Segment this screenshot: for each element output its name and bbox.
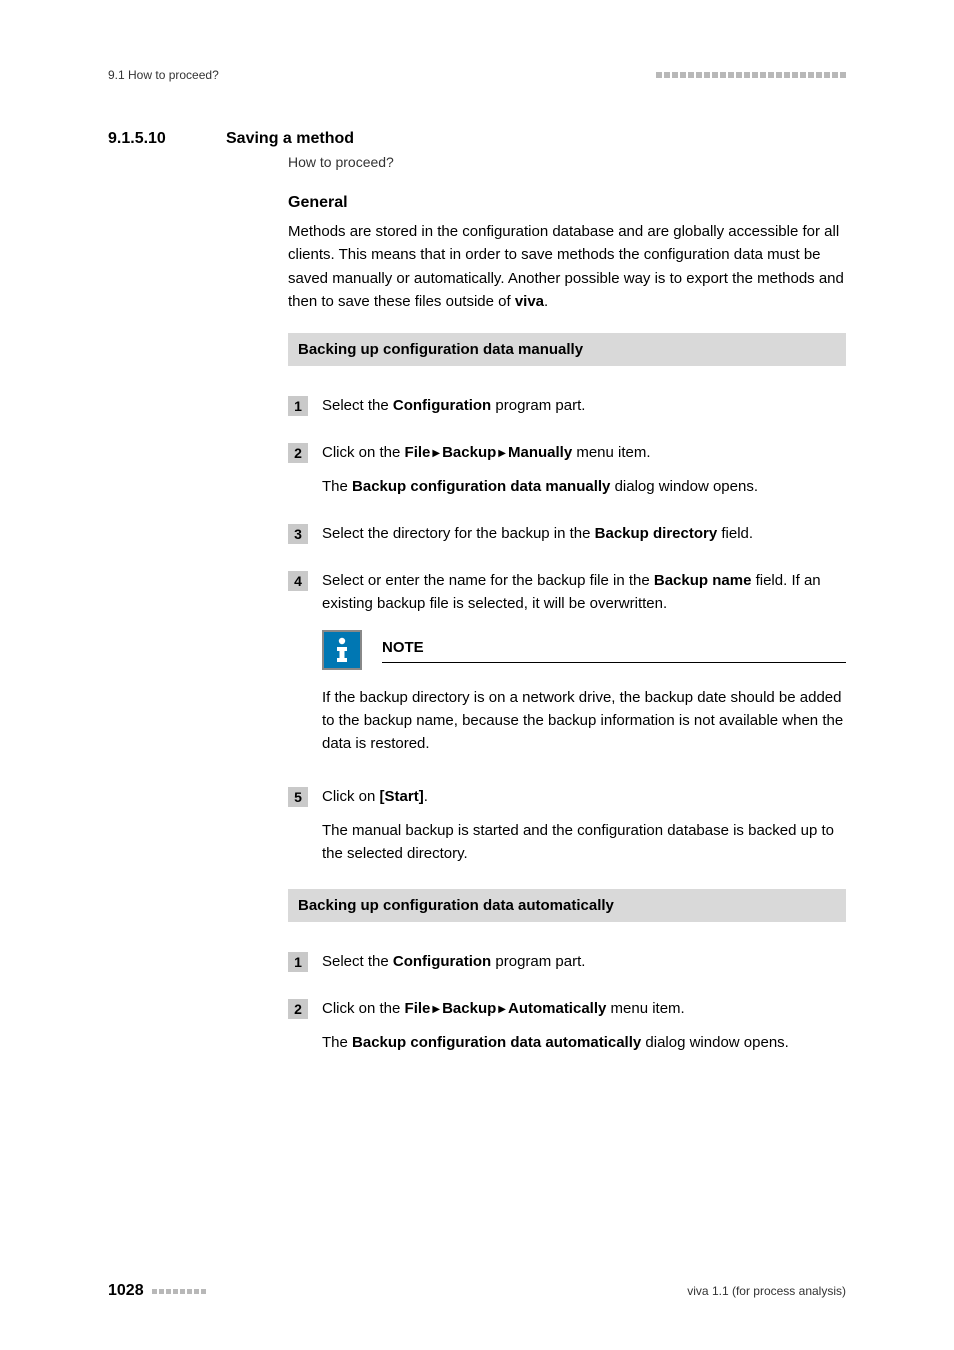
note-text: If the backup directory is on a network …: [322, 686, 846, 756]
main-content: General Methods are stored in the config…: [288, 194, 846, 1054]
step-body: Select the directory for the backup in t…: [322, 522, 846, 545]
note-title: NOTE: [382, 636, 846, 663]
step-body: Select or enter the name for the backup …: [322, 569, 846, 761]
step-body: Click on the File▶Backup▶Manually menu i…: [322, 441, 846, 498]
footer-left: 1028: [108, 1282, 206, 1300]
step-text: Click on the: [322, 1000, 405, 1017]
auto-step-1: 1 Select the Configuration program part.: [288, 950, 846, 973]
step-number: 4: [288, 571, 308, 591]
step-bold: Manually: [508, 444, 572, 461]
step-text: .: [424, 788, 428, 805]
page-header: 9.1 How to proceed?: [108, 68, 846, 82]
step-body: Select the Configuration program part.: [322, 950, 846, 973]
step-number: 3: [288, 524, 308, 544]
footer-decoration: [152, 1289, 206, 1294]
triangle-icon: ▶: [498, 1002, 506, 1018]
header-decoration: [656, 72, 846, 78]
manual-step-3: 3 Select the directory for the backup in…: [288, 522, 846, 545]
manual-step-2: 2 Click on the File▶Backup▶Manually menu…: [288, 441, 846, 498]
note-header: NOTE: [322, 630, 846, 670]
step-number: 1: [288, 396, 308, 416]
step-body: Select the Configuration program part.: [322, 394, 846, 417]
step-text: dialog window opens.: [641, 1034, 789, 1051]
general-paragraph: Methods are stored in the configuration …: [288, 220, 846, 313]
step-bold: Configuration: [393, 397, 491, 414]
step-bold: File: [405, 1000, 431, 1017]
auto-step-2: 2 Click on the File▶Backup▶Automatically…: [288, 997, 846, 1054]
step-text: program part.: [491, 397, 585, 414]
header-left-text: 9.1 How to proceed?: [108, 68, 219, 82]
manual-step-5: 5 Click on [Start]. The manual backup is…: [288, 785, 846, 865]
step-text: Select or enter the name for the backup …: [322, 572, 654, 589]
section-subtitle: How to proceed?: [288, 154, 846, 170]
manual-step-1: 1 Select the Configuration program part.: [288, 394, 846, 417]
step-bold: Automatically: [508, 1000, 606, 1017]
step-text: Select the: [322, 397, 393, 414]
general-text-prefix: Methods are stored in the configuration …: [288, 223, 844, 310]
page-number: 1028: [108, 1282, 144, 1300]
manual-backup-heading: Backing up configuration data manually: [288, 333, 846, 366]
step-text: Select the: [322, 953, 393, 970]
step-bold: File: [405, 444, 431, 461]
step-text: dialog window opens.: [610, 478, 758, 495]
step-bold: Backup directory: [595, 525, 718, 542]
general-text-suffix: .: [544, 293, 548, 310]
step-text: The: [322, 1034, 352, 1051]
step-bold: Backup: [442, 1000, 496, 1017]
page-content: 9.1 How to proceed? 9.1.5.10 Saving a me…: [0, 0, 954, 1054]
triangle-icon: ▶: [432, 446, 440, 462]
step-number: 2: [288, 443, 308, 463]
step-text: field.: [717, 525, 753, 542]
step-text: menu item.: [572, 444, 650, 461]
note-block: NOTE If the backup directory is on a net…: [322, 630, 846, 756]
step-text: Click on the: [322, 444, 405, 461]
page-footer: 1028 viva 1.1 (for process analysis): [108, 1282, 846, 1300]
step-text: The manual backup is started and the con…: [322, 819, 846, 866]
section-heading-row: 9.1.5.10 Saving a method: [108, 130, 846, 148]
step-body: Click on the File▶Backup▶Automatically m…: [322, 997, 846, 1054]
general-heading: General: [288, 194, 846, 212]
section-title: Saving a method: [226, 130, 354, 148]
step-text: Click on: [322, 788, 380, 805]
step-text: Select the directory for the backup in t…: [322, 525, 595, 542]
step-text: The: [322, 478, 352, 495]
step-bold: Backup: [442, 444, 496, 461]
step-text: menu item.: [606, 1000, 684, 1017]
step-number: 5: [288, 787, 308, 807]
footer-right-text: viva 1.1 (for process analysis): [687, 1284, 846, 1298]
step-text: program part.: [491, 953, 585, 970]
step-number: 2: [288, 999, 308, 1019]
general-text-bold: viva: [515, 293, 544, 310]
note-title-wrap: NOTE: [382, 636, 846, 663]
step-bold: Backup name: [654, 572, 752, 589]
info-icon: [322, 630, 362, 670]
manual-step-4: 4 Select or enter the name for the backu…: [288, 569, 846, 761]
section-number: 9.1.5.10: [108, 130, 226, 148]
step-bold: [Start]: [380, 788, 424, 805]
triangle-icon: ▶: [432, 1002, 440, 1018]
step-number: 1: [288, 952, 308, 972]
step-bold: Backup configuration data manually: [352, 478, 610, 495]
step-bold: Configuration: [393, 953, 491, 970]
triangle-icon: ▶: [498, 446, 506, 462]
step-body: Click on [Start]. The manual backup is s…: [322, 785, 846, 865]
step-bold: Backup configuration data automatically: [352, 1034, 641, 1051]
auto-backup-heading: Backing up configuration data automatica…: [288, 889, 846, 922]
